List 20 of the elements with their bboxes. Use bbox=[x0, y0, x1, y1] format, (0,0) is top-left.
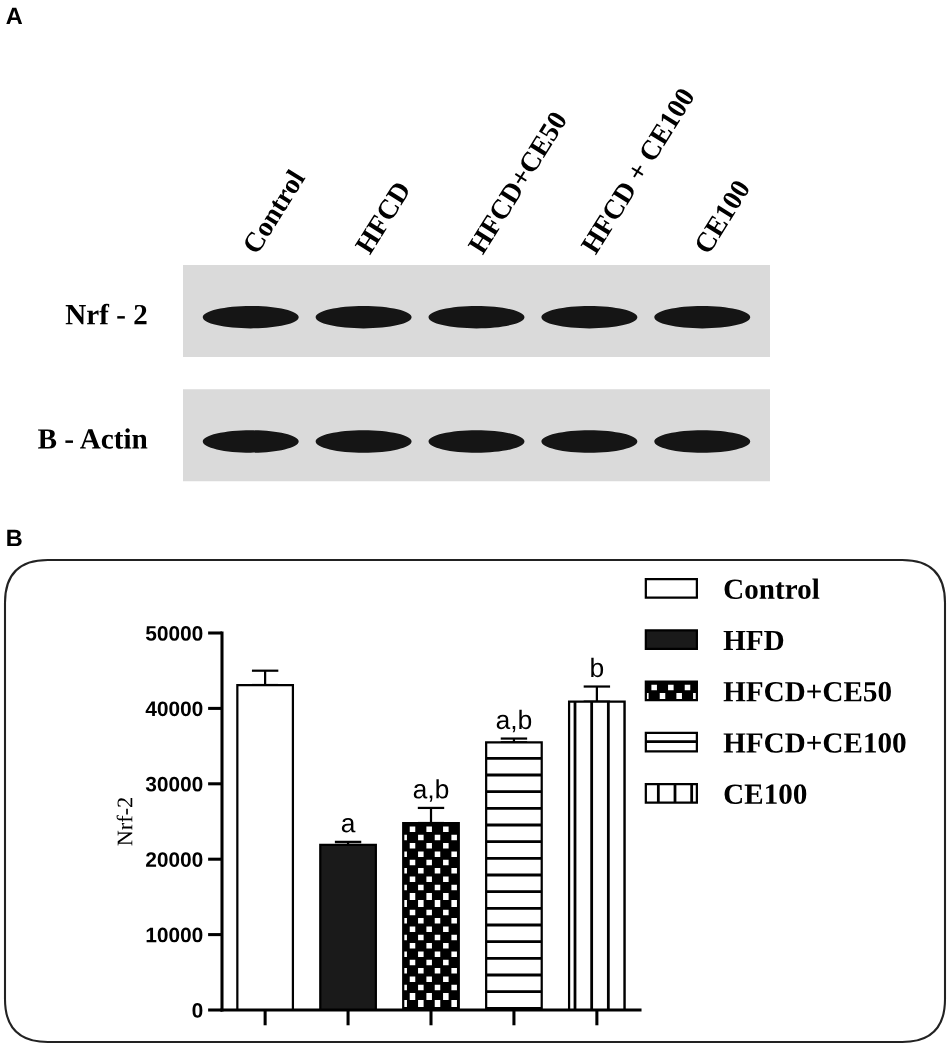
y-tick-label: 0 bbox=[192, 1003, 203, 1018]
legend-label: HFCD+CE50 bbox=[723, 681, 891, 702]
data-label: b bbox=[591, 657, 604, 678]
category-label: Nrf - 2 bbox=[65, 303, 147, 325]
legend-label: CE100 bbox=[724, 784, 807, 805]
y-tick-label: 50000 bbox=[145, 626, 203, 641]
text: A bbox=[6, 7, 23, 25]
y-tick-label: 20000 bbox=[146, 852, 203, 867]
y-axis-title: Nrf-2 bbox=[116, 798, 133, 846]
legend-label: Control bbox=[724, 578, 820, 600]
data-label: a bbox=[341, 818, 356, 833]
legend-label: HFD bbox=[723, 630, 784, 651]
y-tick-label: 30000 bbox=[145, 776, 203, 792]
y-tick-label: 40000 bbox=[145, 701, 203, 717]
category-label: B - Actin bbox=[38, 428, 148, 449]
data-label: a,b bbox=[413, 779, 449, 802]
legend-label: HFCD+CE100 bbox=[723, 733, 906, 753]
text: B bbox=[7, 529, 22, 547]
data-label: a,b bbox=[496, 709, 532, 733]
y-tick-label: 10000 bbox=[146, 927, 203, 943]
